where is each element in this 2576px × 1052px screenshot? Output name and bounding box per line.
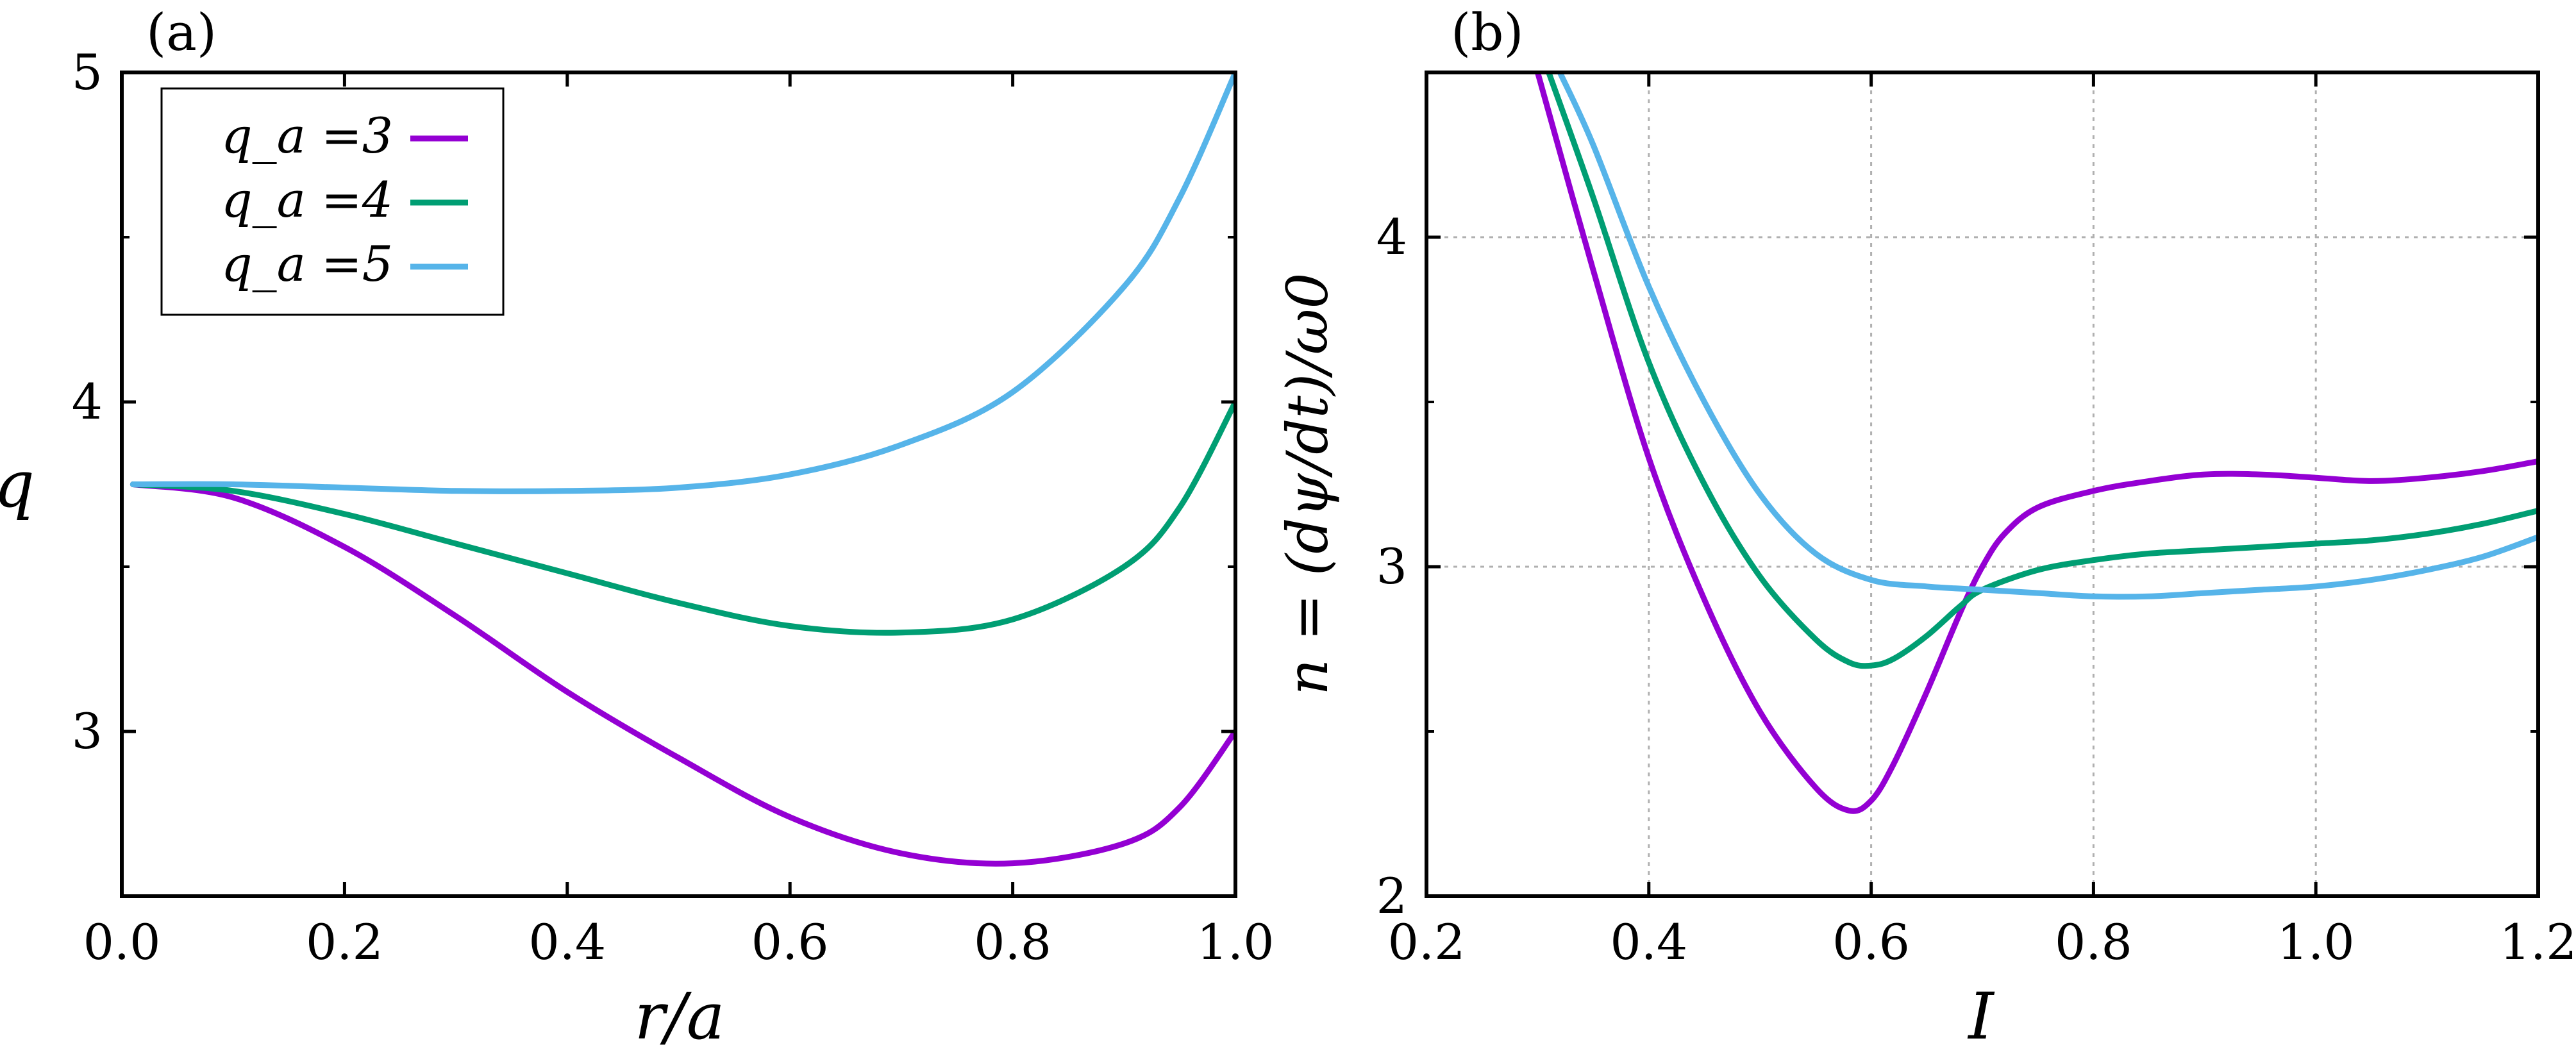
legend: q_a =3 q_a =4 q_a =5 [160, 87, 505, 316]
x-tick-label: 0.6 [751, 914, 829, 971]
panel-b-frame [1425, 71, 2540, 898]
x-tick-label: 1.0 [2277, 914, 2355, 971]
x-tick-label: 0.8 [2055, 914, 2132, 971]
y-tick-label: 4 [72, 373, 103, 430]
series-line-4 [1546, 72, 2538, 669]
panel-a-ylabel: q [0, 447, 35, 522]
series-line-3 [130, 481, 1235, 867]
panel-a: (a) q r/a 0.0 0.2 0.4 0.6 0.8 1.0 3 4 5 q_a =3 q… [0, 3, 1274, 1052]
series-line-5 [130, 72, 1235, 494]
legend-entry: q_a =3 [221, 107, 468, 164]
x-tick-label: 1.0 [1197, 914, 1275, 971]
series-line-5 [1557, 72, 2538, 600]
x-tick-label: 0.2 [1388, 914, 1466, 971]
legend-entry: q_a =5 [221, 235, 468, 292]
panel-b-series [1534, 72, 2538, 814]
x-tick-label: 0.2 [306, 914, 383, 971]
legend-label: q_a =5 [221, 235, 393, 292]
legend-label: q_a =3 [221, 107, 393, 164]
x-tick-label: 1.2 [2500, 914, 2576, 971]
legend-label: q_a =4 [221, 171, 393, 228]
y-tick-label: 3 [1376, 538, 1407, 595]
panel-b-label: (b) [1451, 3, 1524, 62]
panel-b: (b) n = (dψ/dt)/ω0 I 0.2 0.4 0.6 0.8 1.0 1.2 2… [1275, 3, 2576, 1052]
y-tick-label: 3 [72, 703, 103, 760]
panel-a-ticks: 0.0 0.2 0.4 0.6 0.8 1.0 3 4 5 [72, 44, 1275, 971]
y-tick-label: 2 [1376, 867, 1407, 924]
panel-a-frame [120, 71, 1237, 898]
panel-b-ticks: 0.2 0.4 0.6 0.8 1.0 1.2 2 3 4 [1376, 71, 2576, 971]
panel-b-grid [1426, 72, 2538, 896]
y-tick-label: 4 [1376, 208, 1407, 265]
y-tick-label: 5 [72, 44, 103, 101]
x-tick-label: 0.4 [528, 914, 606, 971]
panel-a-label: (a) [146, 3, 217, 62]
panel-b-xlabel: I [1967, 979, 1995, 1052]
panel-b-ylabel: n = (dψ/dt)/ω0 [1275, 272, 1341, 695]
x-tick-label: 0.0 [83, 914, 161, 971]
series-line-4 [130, 399, 1235, 636]
x-tick-label: 0.4 [1610, 914, 1687, 971]
panel-a-series [130, 72, 1235, 867]
x-tick-label: 0.6 [1832, 914, 1910, 971]
x-tick-label: 0.8 [974, 914, 1051, 971]
series-line-3 [1534, 72, 2538, 814]
legend-entry: q_a =4 [221, 171, 468, 228]
panel-a-xlabel: r/a [634, 979, 724, 1052]
